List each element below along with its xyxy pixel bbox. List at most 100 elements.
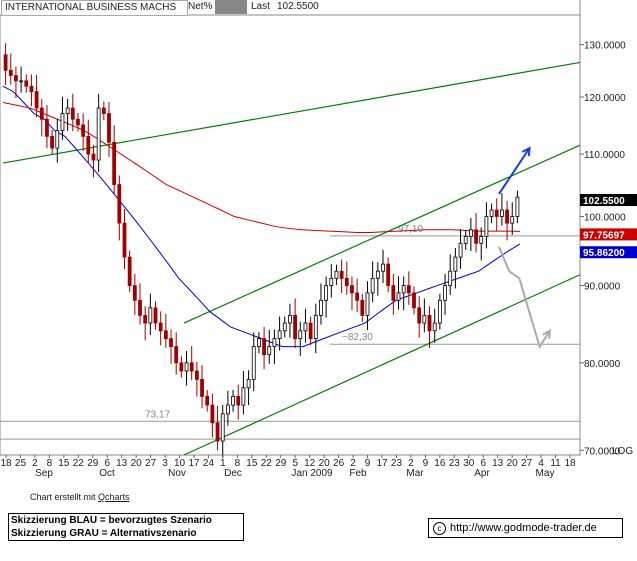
- candle-body: [107, 113, 111, 143]
- x-month-label: Jan 2009: [291, 468, 333, 479]
- level-label: ~82,30: [342, 332, 373, 343]
- price-label: 95.86200: [583, 248, 625, 259]
- x-tick-label: 27: [521, 458, 533, 469]
- x-month-label: Nov: [168, 468, 186, 479]
- net-percent-label: Net%: [188, 1, 213, 12]
- candle-body: [293, 314, 298, 340]
- price-label-box: [580, 228, 637, 241]
- candle-body: [50, 136, 55, 149]
- arrow-head: [521, 146, 531, 157]
- candle-body: [215, 422, 220, 442]
- candle-body: [324, 285, 329, 301]
- x-tick-label: 3: [162, 458, 168, 469]
- qcharts-link[interactable]: Qcharts: [98, 492, 130, 502]
- x-tick-label: 22: [73, 458, 85, 469]
- level-label: 97,10: [398, 224, 423, 235]
- x-tick-label: 8: [235, 458, 241, 469]
- x-month-label: Oct: [99, 468, 115, 479]
- website-url: http://www.godmode-trader.de: [450, 522, 597, 534]
- candle-body: [365, 292, 370, 316]
- candle-body: [381, 263, 385, 272]
- last-value: 102.5500: [277, 1, 319, 12]
- price-label: 102.5500: [583, 196, 625, 207]
- x-tick-label: 9: [423, 458, 429, 469]
- note-grey-scenario: Skizzierung GRAU = Alternativszenario: [11, 528, 197, 539]
- candle-body: [246, 378, 251, 389]
- scenario-legend: Skizzierung BLAU = bevorzugtes Szenario …: [8, 513, 244, 541]
- price-label-box: [580, 194, 637, 207]
- candle-body: [303, 322, 308, 332]
- y-tick-label: 110.0000: [584, 150, 625, 161]
- x-tick-label: 20: [319, 458, 331, 469]
- candle-body: [19, 80, 23, 83]
- x-tick-label: 4: [538, 458, 544, 469]
- credit-prefix: Chart erstellt mit: [30, 492, 99, 502]
- candle-body: [515, 196, 520, 217]
- x-tick-label: 13: [116, 458, 128, 469]
- candle-body: [39, 107, 44, 120]
- candle-body: [174, 346, 179, 364]
- x-tick-label: 13: [492, 458, 504, 469]
- candle-body: [251, 346, 256, 380]
- price-label-box: [580, 246, 637, 259]
- candle-body: [143, 314, 148, 324]
- candle-body: [329, 277, 334, 286]
- candle-body: [453, 256, 458, 272]
- x-tick-label: 29: [275, 458, 287, 469]
- arrow-head: [542, 329, 551, 339]
- candle-body: [205, 396, 210, 406]
- x-tick-label: 17: [376, 458, 388, 469]
- note-blue-scenario: Skizzierung BLAU = bevorzugtes Szenario: [11, 515, 212, 526]
- candle-body: [272, 338, 277, 347]
- x-tick-label: 6: [480, 458, 486, 469]
- candle-body: [262, 338, 266, 356]
- x-tick-label: 8: [47, 458, 53, 469]
- candle-body: [391, 285, 396, 301]
- y-tick-label: 100.0000: [584, 213, 626, 224]
- x-tick-label: 2: [350, 458, 356, 469]
- candle-body: [437, 299, 442, 324]
- candle-body: [288, 314, 292, 324]
- candle-body: [24, 80, 29, 87]
- website-badge[interactable]: c http://www.godmode-trader.de: [428, 518, 623, 538]
- candle-body: [344, 277, 349, 286]
- candle-body: [484, 216, 489, 237]
- candle-body: [375, 270, 380, 279]
- x-tick-label: 25: [15, 458, 27, 469]
- trendline: [183, 274, 581, 456]
- candle-body: [422, 314, 427, 324]
- x-tick-label: 15: [246, 458, 258, 469]
- candle-body: [401, 285, 406, 294]
- candle-body: [406, 285, 411, 294]
- candle-body: [138, 299, 142, 316]
- candle-body: [163, 330, 168, 340]
- x-tick-label: 26: [333, 458, 345, 469]
- candle-body: [474, 229, 478, 244]
- x-tick-label: 1: [220, 458, 226, 469]
- candle-body: [494, 209, 499, 217]
- x-tick-label: 17: [188, 458, 200, 469]
- scenario-arrow-grey: [498, 246, 551, 349]
- candle-body: [396, 292, 401, 301]
- x-month-label: Apr: [474, 468, 490, 479]
- candle-body: [65, 107, 70, 115]
- x-tick-label: 5: [292, 458, 298, 469]
- candle-body: [277, 330, 282, 340]
- x-month-label: Sep: [35, 468, 53, 479]
- x-tick-label: 18: [564, 458, 576, 469]
- candle-body: [70, 107, 75, 120]
- candle-body: [132, 285, 137, 301]
- candle-body: [267, 346, 272, 356]
- x-month-label: Mar: [406, 468, 424, 479]
- net-percent-bar: [215, 0, 247, 14]
- copyright-icon: c: [433, 521, 446, 535]
- trendline: [183, 144, 581, 324]
- candle-body: [14, 75, 18, 82]
- moving-average-red: [2, 102, 521, 233]
- y-tick-label: 70.0000: [584, 446, 621, 457]
- candle-body: [3, 54, 8, 71]
- candle-body: [76, 118, 80, 126]
- candle-body: [112, 141, 117, 185]
- y-tick-label: 120.0000: [584, 93, 626, 104]
